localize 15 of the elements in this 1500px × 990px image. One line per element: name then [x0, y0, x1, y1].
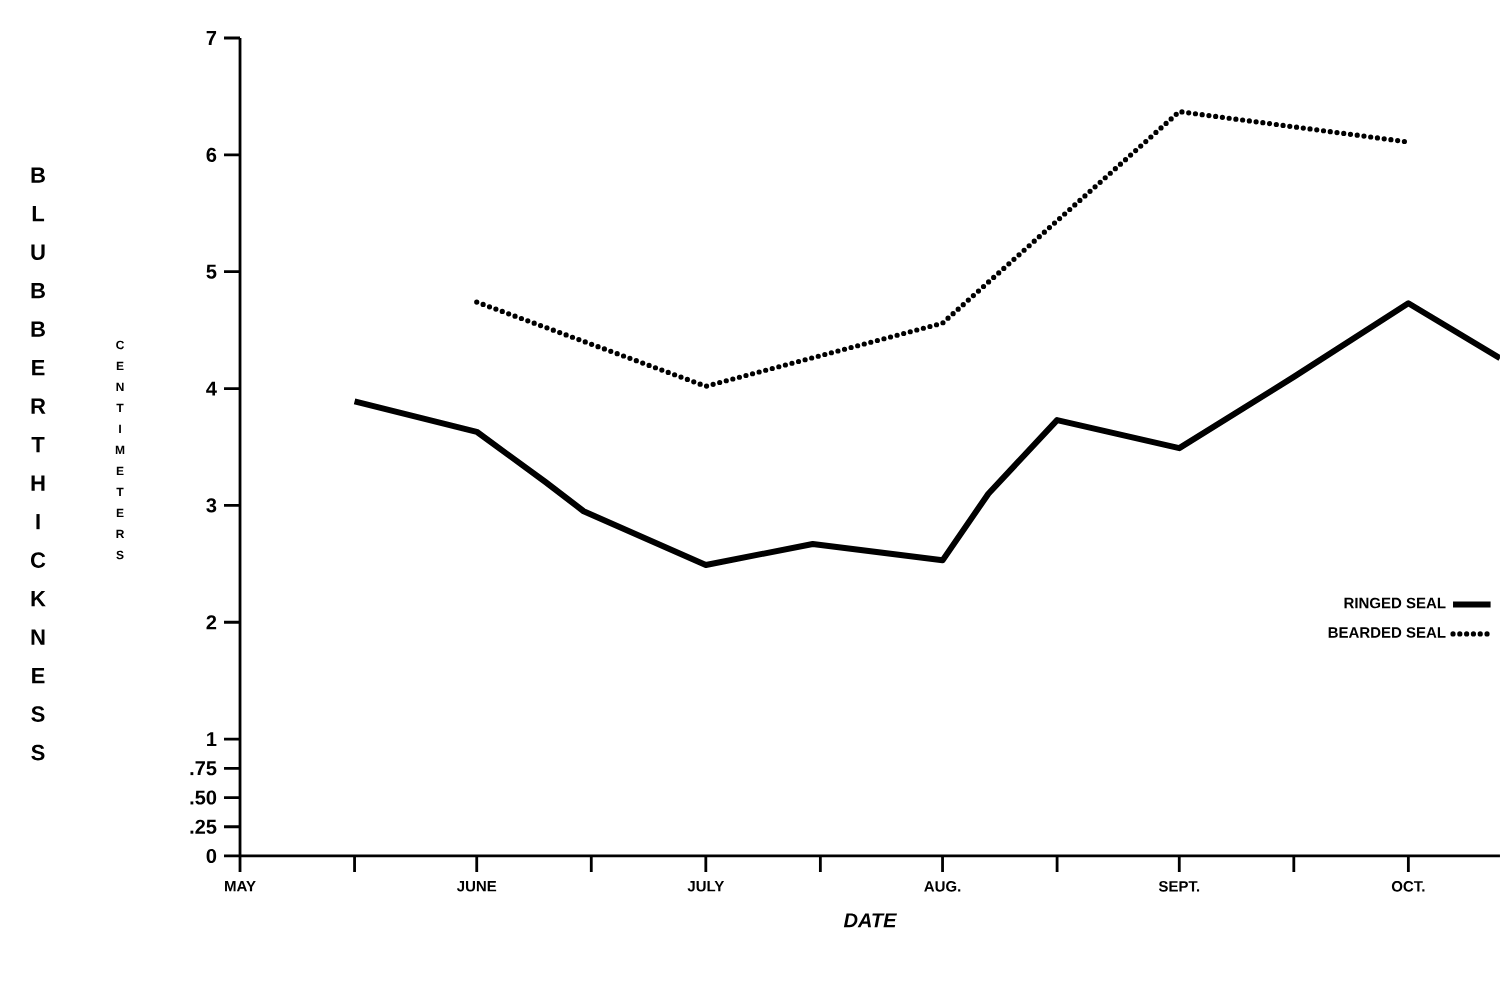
line-series: [474, 109, 1411, 389]
text: BLUBBER THICKNESS: [30, 167, 46, 761]
y-tick-label: .25: [190, 819, 217, 834]
y-tick-label: 7: [206, 31, 217, 45]
y-tick-label: 5: [206, 264, 217, 279]
y-tick-label: 2: [206, 615, 217, 630]
y-tick-label: .75: [190, 761, 217, 776]
x-axis-title: DATE: [843, 913, 897, 928]
line-series: [351, 300, 1500, 569]
y-tick-label: 6: [206, 147, 217, 162]
y-tick-label: .50: [190, 790, 217, 805]
y-tick-label: 1: [207, 732, 217, 746]
y-tick-label: 3: [206, 498, 217, 513]
y-tick-label: 4: [206, 381, 217, 396]
y-tick-label: 0: [206, 848, 217, 864]
